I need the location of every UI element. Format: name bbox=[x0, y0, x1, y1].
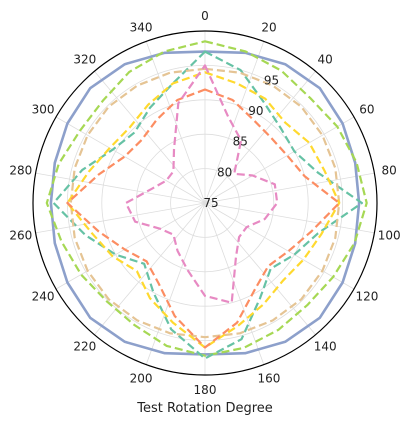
angle-tick-label: 160 bbox=[258, 372, 281, 386]
radial-tick-label: 80 bbox=[217, 165, 232, 179]
radial-tick-label: 85 bbox=[233, 135, 248, 149]
angle-tick-label: 140 bbox=[314, 339, 337, 353]
angle-tick-label: 120 bbox=[355, 290, 378, 304]
series-line-6 bbox=[66, 88, 341, 349]
angular-grid-line bbox=[204, 202, 375, 234]
series-layer bbox=[45, 40, 368, 360]
angular-grid-line bbox=[204, 202, 316, 336]
radial-tick-label: 90 bbox=[248, 104, 263, 118]
radial-tick-label: 95 bbox=[264, 73, 279, 87]
series-line-3 bbox=[52, 50, 363, 360]
angular-grid-line bbox=[35, 172, 206, 204]
radial-tick-label: 75 bbox=[203, 196, 218, 210]
angular-grid-line bbox=[204, 41, 265, 204]
angular-grid-line bbox=[204, 172, 375, 204]
angular-grid-line bbox=[145, 41, 206, 204]
polar-frame bbox=[32, 30, 378, 376]
angle-tick-label: 220 bbox=[73, 339, 96, 353]
angle-tick-label: 180 bbox=[194, 383, 217, 397]
angle-tick-label: 200 bbox=[130, 372, 153, 386]
series-line-7 bbox=[124, 64, 279, 304]
series-line-4 bbox=[69, 67, 341, 339]
angle-tick-label: 260 bbox=[9, 228, 32, 242]
angle-tick-label: 60 bbox=[359, 103, 374, 117]
angle-tick-label: 40 bbox=[318, 53, 333, 67]
series-line-5 bbox=[66, 71, 341, 349]
angular-grid-line bbox=[204, 202, 355, 290]
x-axis-label: Test Rotation Degree bbox=[136, 401, 273, 416]
angle-tick-label: 100 bbox=[378, 228, 401, 242]
angle-tick-label: 0 bbox=[201, 9, 209, 23]
angle-tick-label: 280 bbox=[9, 164, 32, 178]
angular-grid-line bbox=[35, 202, 206, 234]
angle-tick-label: 80 bbox=[382, 164, 397, 178]
angle-tick-label: 340 bbox=[130, 20, 153, 34]
label-layer: 0 20 40 60 80 100 120 140 160 180 200 220 240 260 280 3… bbox=[9, 9, 400, 397]
angular-grid-line bbox=[204, 70, 316, 204]
angle-tick-label: 320 bbox=[73, 53, 96, 67]
series-line-2 bbox=[45, 40, 368, 357]
angle-tick-label: 240 bbox=[32, 290, 55, 304]
series-line-1 bbox=[49, 50, 361, 356]
angle-tick-label: 300 bbox=[32, 103, 55, 117]
angular-grid-line bbox=[55, 202, 206, 290]
angle-tick-label: 20 bbox=[261, 20, 276, 34]
angular-grid-line bbox=[204, 116, 355, 204]
angular-grid-line bbox=[94, 70, 206, 204]
